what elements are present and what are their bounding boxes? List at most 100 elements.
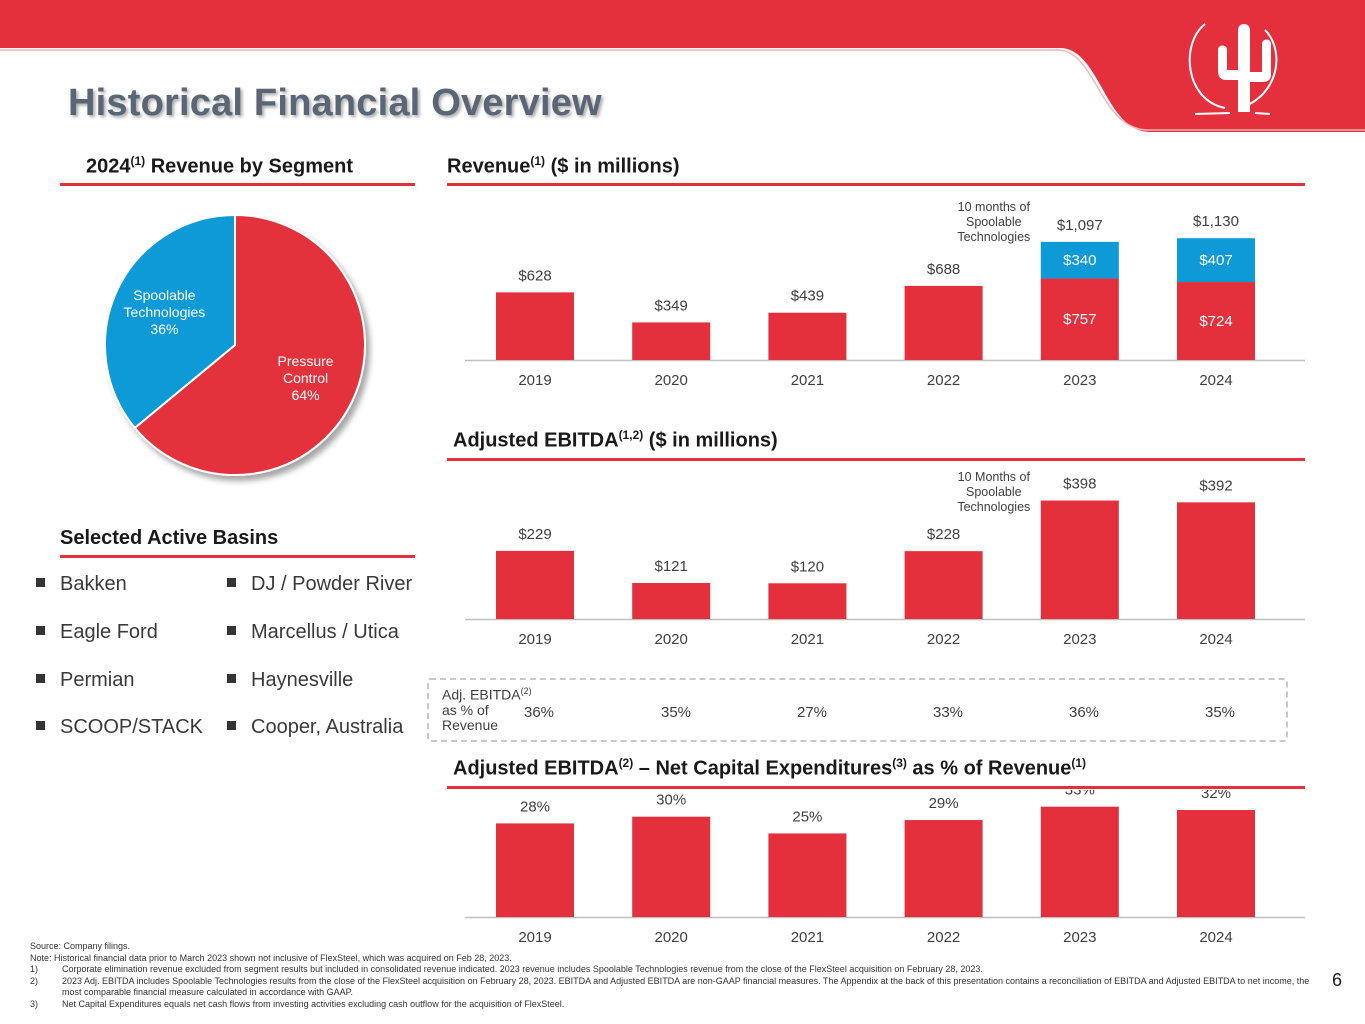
bar-spoolable bbox=[1177, 238, 1255, 283]
x-tick-label: 2020 bbox=[655, 929, 688, 946]
segment-title-prefix: 2024 bbox=[86, 155, 131, 178]
x-tick-label: 2023 bbox=[1063, 631, 1096, 648]
ebitda-title-suffix: ($ in millions) bbox=[643, 429, 778, 452]
x-tick-label: 2019 bbox=[518, 929, 551, 946]
capex-title-sup-a: (2) bbox=[618, 756, 634, 770]
basin-label: Permian bbox=[60, 669, 135, 691]
x-tick-label: 2021 bbox=[791, 372, 824, 389]
bar-pressure-control bbox=[768, 312, 847, 360]
bullet-square-icon bbox=[227, 674, 236, 683]
bullet-square-icon bbox=[36, 721, 45, 730]
x-tick-label: 2020 bbox=[655, 631, 688, 648]
basin-label: Eagle Ford bbox=[60, 621, 158, 643]
footnote-source: Source: Company filings. bbox=[30, 941, 131, 951]
x-tick-label: 2022 bbox=[927, 372, 960, 389]
bar-pressure-control bbox=[632, 322, 711, 360]
x-tick-label: 2024 bbox=[1199, 631, 1232, 648]
capex-title-c: as % of Revenue bbox=[906, 757, 1072, 780]
footnote-number: 2) bbox=[30, 975, 39, 986]
ebitda-margin-label: Adj. EBITDA(2) as % of Revenue bbox=[442, 684, 532, 733]
bar-pressure-control bbox=[1177, 282, 1255, 360]
basin-label: DJ / Powder River bbox=[251, 573, 413, 595]
bar bbox=[1177, 502, 1255, 619]
bar-data-label: $1,130 bbox=[1193, 213, 1239, 230]
basin-label: Cooper, Australia bbox=[251, 716, 404, 738]
bullet-square-icon bbox=[227, 578, 236, 587]
bar bbox=[1040, 500, 1119, 619]
bar-data-label: 32% bbox=[1201, 790, 1231, 802]
ebitda-title-sup: (1,2) bbox=[618, 428, 644, 442]
bar-segment-label: $724 bbox=[1199, 313, 1232, 330]
bar-pressure-control bbox=[1040, 278, 1119, 360]
bullet-square-icon bbox=[36, 578, 45, 587]
bar-spoolable bbox=[1040, 241, 1119, 279]
chart-annotation: Spoolable bbox=[966, 215, 1022, 229]
pie-slice bbox=[133, 213, 366, 476]
ebitda-title-text: Adjusted EBITDA bbox=[453, 429, 619, 452]
bar-data-label: 28% bbox=[520, 798, 550, 815]
bar bbox=[768, 833, 847, 917]
segment-section-rule bbox=[60, 183, 415, 186]
basins-title: Selected Active Basins bbox=[60, 527, 279, 549]
bar-data-label: $688 bbox=[927, 261, 960, 278]
revenue-section-title: Revenue(1) ($ in millions) bbox=[447, 154, 680, 179]
x-tick-label: 2022 bbox=[927, 929, 960, 946]
basin-item: Bakken bbox=[36, 573, 127, 596]
basins-rule bbox=[60, 555, 415, 558]
footnote-note: Note: Historical financial data prior to… bbox=[30, 952, 512, 963]
bar-pressure-control bbox=[904, 285, 983, 360]
margin-label-line2: as % of bbox=[442, 701, 489, 718]
bar-data-label: 25% bbox=[792, 808, 822, 825]
margin-value: 36% bbox=[1069, 704, 1100, 721]
capex-section-title: Adjusted EBITDA(2) – Net Capital Expendi… bbox=[453, 756, 1086, 781]
basin-item: Marcellus / Utica bbox=[227, 621, 399, 644]
margin-label-line3: Revenue bbox=[442, 716, 499, 733]
chart-annotation: Technologies bbox=[957, 500, 1030, 514]
footnote-item: 1) Corporate elimination revenue excluded… bbox=[30, 964, 1310, 976]
bar-segment-label: $407 bbox=[1199, 252, 1232, 269]
bar bbox=[904, 820, 983, 917]
footnotes: Source: Company filings. Note: Historica… bbox=[30, 941, 1310, 1010]
capex-section-rule bbox=[447, 786, 1305, 789]
ebitda-margin-values: 36% 35% 27% 33% 36% 35% bbox=[447, 704, 1305, 724]
bar-data-label: $121 bbox=[655, 558, 688, 575]
pie-slice-label: Spoolable bbox=[133, 287, 195, 303]
chart-annotation: 10 Months of bbox=[958, 470, 1031, 484]
pie-slice-label: Pressure bbox=[278, 353, 334, 369]
bullet-square-icon bbox=[36, 674, 45, 683]
basin-item: DJ / Powder River bbox=[227, 573, 412, 596]
basin-label: SCOOP/STACK bbox=[60, 716, 203, 738]
revenue-title-suffix: ($ in millions) bbox=[545, 155, 680, 178]
bar-segment-label: $757 bbox=[1063, 311, 1096, 328]
bar bbox=[496, 823, 574, 917]
basin-item: Eagle Ford bbox=[36, 621, 158, 644]
pie-slice bbox=[104, 213, 236, 430]
revenue-title-text: Revenue bbox=[447, 155, 531, 178]
margin-label-sup: (2) bbox=[520, 686, 532, 696]
bar bbox=[632, 582, 711, 619]
bar-data-label: $398 bbox=[1063, 476, 1096, 493]
footnote-number: 3) bbox=[30, 998, 39, 1009]
margin-value: 36% bbox=[524, 704, 555, 721]
chart-annotation: 10 months of bbox=[958, 200, 1031, 214]
x-tick-label: 2024 bbox=[1199, 372, 1232, 389]
pie-slice-percent: 36% bbox=[150, 321, 178, 337]
bar-data-label: $228 bbox=[927, 526, 960, 543]
basin-item: Cooper, Australia bbox=[227, 716, 403, 739]
ebitda-margin-box bbox=[427, 678, 1288, 742]
page-title: Historical Financial Overview bbox=[68, 82, 602, 124]
segment-section-title: 2024(1) Revenue by Segment bbox=[86, 154, 353, 179]
chart-annotation: Technologies bbox=[957, 230, 1030, 244]
x-tick-label: 2023 bbox=[1063, 372, 1096, 389]
segment-title-suffix: Revenue by Segment bbox=[145, 155, 354, 178]
bar-data-label: $349 bbox=[655, 297, 688, 314]
bullet-square-icon bbox=[227, 626, 236, 635]
footnote-item: 2) 2023 Adj. EBITDA includes Spoolable Te… bbox=[30, 976, 1310, 999]
margin-value: 27% bbox=[797, 704, 828, 721]
footnote-text: Corporate elimination revenue excluded f… bbox=[62, 964, 983, 974]
bar bbox=[1177, 810, 1255, 917]
footnote-item: 3) Net Capital Expenditures equals net ca… bbox=[30, 999, 1310, 1011]
basin-item: SCOOP/STACK bbox=[36, 716, 203, 739]
x-tick-label: 2020 bbox=[655, 372, 688, 389]
